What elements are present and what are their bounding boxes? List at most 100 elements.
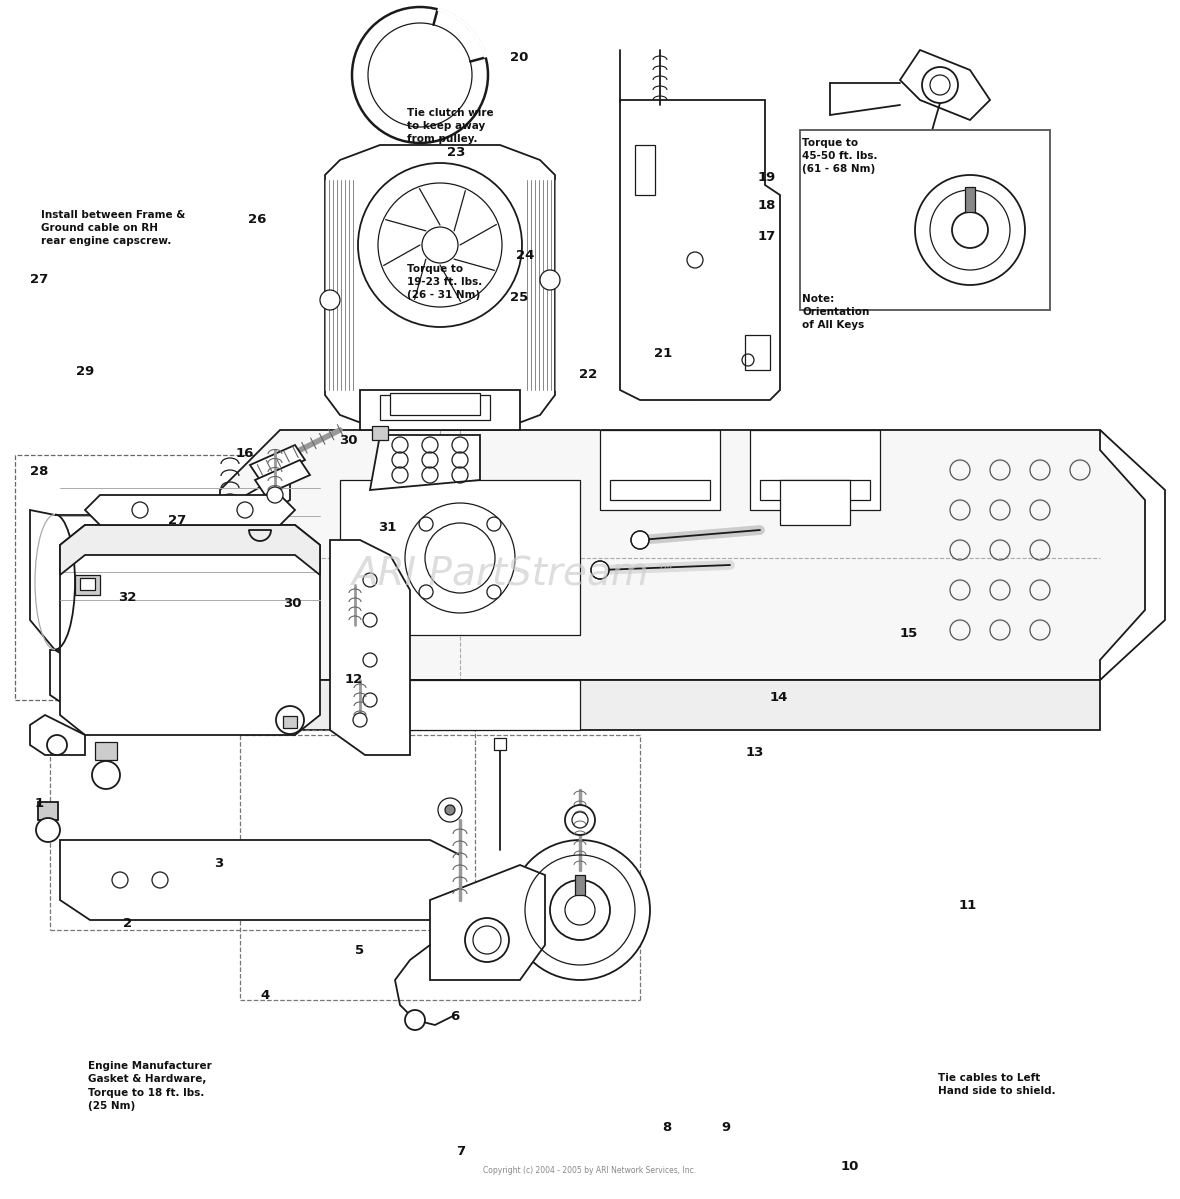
Bar (965, 187, 975, 212)
Polygon shape (60, 840, 460, 920)
Circle shape (419, 517, 433, 531)
Circle shape (591, 561, 609, 579)
Text: 19: 19 (758, 171, 776, 183)
Polygon shape (340, 680, 581, 730)
Text: 27: 27 (168, 514, 186, 526)
Text: Copyright (c) 2004 - 2005 by ARI Network Services, Inc.: Copyright (c) 2004 - 2005 by ARI Network… (484, 1165, 696, 1175)
Circle shape (550, 880, 610, 940)
Circle shape (320, 290, 340, 311)
Bar (599, 430, 720, 510)
Bar (575, 875, 585, 894)
Bar (800, 129, 1050, 311)
Bar (380, 394, 490, 420)
Circle shape (353, 713, 367, 727)
Polygon shape (60, 525, 320, 735)
Circle shape (276, 706, 304, 734)
Circle shape (510, 840, 650, 980)
Polygon shape (255, 460, 310, 495)
Bar (96, 742, 117, 760)
Polygon shape (250, 445, 304, 480)
Polygon shape (620, 100, 780, 400)
Circle shape (465, 918, 509, 962)
Bar (745, 335, 771, 370)
Text: 16: 16 (235, 447, 254, 459)
Circle shape (914, 175, 1025, 285)
Polygon shape (324, 145, 555, 430)
Text: 28: 28 (30, 465, 48, 477)
Text: 6: 6 (450, 1011, 459, 1023)
Polygon shape (430, 864, 545, 980)
Circle shape (540, 270, 560, 290)
Text: 30: 30 (283, 597, 302, 609)
Circle shape (419, 585, 433, 600)
Text: 12: 12 (345, 674, 363, 686)
Circle shape (438, 799, 463, 823)
Text: 2: 2 (123, 917, 132, 929)
Polygon shape (330, 540, 409, 755)
Circle shape (487, 517, 502, 531)
Polygon shape (360, 390, 520, 430)
Text: 32: 32 (118, 591, 137, 603)
Polygon shape (371, 435, 480, 490)
Text: 13: 13 (746, 747, 765, 759)
Bar (780, 480, 850, 525)
Circle shape (352, 7, 489, 143)
Text: ARI PartStream: ARI PartStream (352, 556, 649, 594)
Text: 10: 10 (840, 1161, 859, 1173)
Polygon shape (199, 470, 290, 550)
Text: 7: 7 (455, 1145, 465, 1157)
Circle shape (358, 163, 522, 327)
Text: 23: 23 (447, 146, 466, 158)
Circle shape (47, 735, 67, 755)
Bar (635, 145, 655, 195)
Text: 29: 29 (76, 366, 94, 378)
Bar (38, 802, 58, 820)
Text: 9: 9 (721, 1121, 730, 1133)
Text: 30: 30 (339, 434, 358, 446)
Circle shape (565, 805, 595, 835)
Circle shape (267, 487, 283, 504)
Circle shape (92, 761, 120, 789)
Text: Engine Manufacturer
Gasket & Hardware,
Torque to 18 ft. lbs.
(25 Nm): Engine Manufacturer Gasket & Hardware, T… (88, 1061, 212, 1110)
Circle shape (804, 243, 827, 267)
Bar (372, 426, 388, 440)
Text: Torque to
45-50 ft. lbs.
(61 - 68 Nm): Torque to 45-50 ft. lbs. (61 - 68 Nm) (802, 138, 878, 174)
Text: Note:
Orientation
of All Keys: Note: Orientation of All Keys (802, 294, 870, 330)
Bar (283, 716, 297, 728)
Polygon shape (30, 510, 219, 650)
Circle shape (37, 818, 60, 842)
Polygon shape (219, 430, 1160, 680)
Bar (610, 480, 710, 500)
Polygon shape (50, 650, 80, 715)
Circle shape (405, 1010, 425, 1030)
Bar (760, 480, 870, 500)
Polygon shape (60, 525, 320, 576)
Polygon shape (85, 495, 295, 525)
Bar (391, 393, 480, 415)
Circle shape (631, 531, 649, 549)
Text: Torque to
19-23 ft. lbs.
(26 - 31 Nm): Torque to 19-23 ft. lbs. (26 - 31 Nm) (407, 264, 483, 300)
Circle shape (487, 585, 502, 600)
Polygon shape (340, 480, 581, 635)
Text: 22: 22 (578, 368, 597, 380)
Text: 25: 25 (510, 291, 529, 303)
Circle shape (922, 67, 958, 103)
Text: 18: 18 (758, 199, 776, 211)
Bar (76, 576, 100, 595)
Text: 11: 11 (958, 899, 977, 911)
Text: Install between Frame &
Ground cable on RH
rear engine capscrew.: Install between Frame & Ground cable on … (41, 210, 185, 246)
Polygon shape (219, 620, 1100, 730)
Text: 26: 26 (248, 213, 267, 225)
Circle shape (445, 805, 455, 815)
Text: 20: 20 (510, 52, 529, 64)
Bar (80, 578, 96, 590)
Circle shape (952, 212, 988, 248)
Text: 24: 24 (516, 249, 535, 261)
Bar (750, 430, 880, 510)
Text: Tie clutch wire
to keep away
from pulley.: Tie clutch wire to keep away from pulley… (407, 108, 493, 144)
Text: 1: 1 (34, 797, 44, 809)
Polygon shape (30, 715, 85, 755)
Text: ™: ™ (655, 562, 675, 582)
Text: 17: 17 (758, 230, 776, 242)
Text: 27: 27 (30, 273, 48, 285)
